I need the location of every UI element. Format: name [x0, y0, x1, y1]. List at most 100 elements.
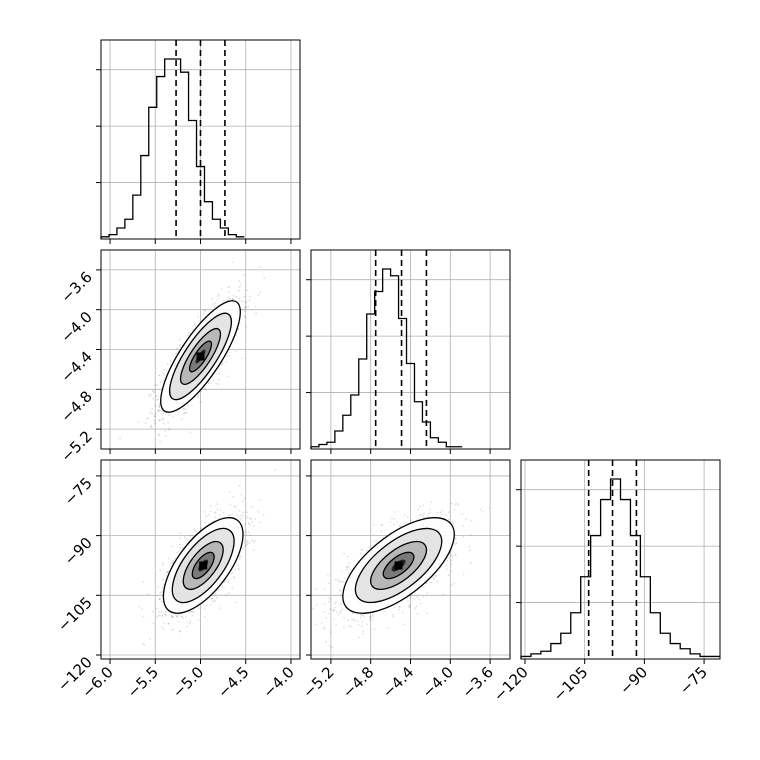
scatter-point — [238, 558, 241, 560]
scatter-point — [162, 418, 165, 421]
x-tick-label: −4.0 — [259, 663, 297, 701]
scatter-point — [209, 504, 212, 507]
scatter-point — [216, 503, 218, 505]
scatter-point — [175, 352, 177, 355]
scatter-point — [198, 607, 200, 609]
scatter-point — [228, 592, 230, 595]
scatter-point — [423, 586, 425, 588]
scatter-point — [159, 440, 161, 443]
scatter-point — [462, 573, 465, 576]
scatter-point — [416, 596, 419, 598]
scatter-point — [243, 541, 246, 544]
scatter-point — [203, 309, 206, 311]
scatter-point — [146, 417, 149, 420]
scatter-point — [372, 619, 374, 621]
scatter-point — [232, 294, 235, 297]
scatter-point — [380, 524, 383, 526]
scatter-point — [161, 615, 163, 617]
scatter-point — [204, 615, 206, 618]
scatter-point — [156, 607, 158, 610]
scatter-point — [187, 404, 190, 407]
scatter-point — [205, 515, 208, 518]
scatter-point — [167, 421, 170, 424]
scatter-point — [417, 508, 419, 511]
scatter-point — [360, 549, 363, 551]
scatter-point — [153, 391, 155, 394]
scatter-point — [434, 575, 437, 578]
scatter-point — [237, 328, 240, 330]
scatter-point — [140, 608, 143, 611]
scatter-point — [156, 399, 158, 401]
scatter-point — [414, 607, 416, 609]
panel-2-1 — [310, 459, 511, 660]
scatter-point — [241, 308, 244, 311]
scatter-point — [189, 534, 192, 537]
scatter-point — [442, 593, 444, 596]
scatter-point — [196, 396, 199, 399]
scatter-point — [338, 589, 341, 592]
scatter-point — [232, 261, 235, 264]
scatter-point — [176, 615, 179, 618]
scatter-point — [315, 623, 318, 626]
scatter-point — [347, 572, 350, 575]
scatter-point — [222, 511, 225, 514]
scatter-point — [252, 549, 255, 551]
scatter-point — [332, 609, 335, 612]
scatter-point — [244, 301, 246, 303]
scatter-point — [415, 605, 418, 608]
scatter-point — [207, 382, 210, 384]
scatter-point — [396, 521, 399, 523]
scatter-point — [171, 545, 174, 548]
scatter-point — [188, 611, 190, 614]
panel-0-0 — [96, 39, 301, 240]
scatter-point — [183, 408, 186, 410]
scatter-point — [238, 568, 240, 571]
scatter-point — [221, 586, 224, 588]
scatter-point — [229, 298, 232, 300]
scatter-point — [159, 381, 162, 384]
scatter-point — [329, 631, 332, 633]
hist-bar — [367, 314, 375, 449]
scatter-point — [221, 288, 224, 290]
scatter-point — [418, 598, 420, 601]
scatter-point — [166, 571, 168, 574]
scatter-point — [205, 604, 208, 607]
scatter-point — [398, 606, 401, 608]
scatter-point — [238, 484, 241, 487]
scatter-point — [429, 511, 431, 514]
hist-bar — [351, 395, 359, 449]
scatter-point — [451, 554, 453, 557]
scatter-point — [142, 615, 145, 618]
scatter-point — [428, 581, 431, 584]
scatter-point — [430, 581, 433, 584]
scatter-point — [339, 611, 342, 614]
scatter-point — [222, 299, 225, 302]
histogram-step-line — [310, 268, 463, 449]
scatter-point — [369, 617, 372, 620]
scatter-point — [169, 360, 172, 362]
scatter-point — [238, 509, 241, 512]
scatter-point — [213, 512, 216, 514]
hist-bar — [189, 120, 197, 239]
scatter-point — [430, 501, 433, 504]
scatter-point — [158, 374, 161, 377]
scatter-point — [240, 494, 243, 496]
scatter-point — [440, 511, 442, 514]
scatter-point — [244, 544, 247, 546]
scatter-point — [214, 516, 217, 518]
scatter-point — [447, 574, 450, 576]
scatter-point — [243, 497, 246, 500]
scatter-point — [191, 614, 194, 617]
scatter-point — [361, 620, 363, 623]
x-tick-label: −75 — [676, 663, 711, 698]
scatter-point — [214, 592, 217, 595]
scatter-point — [344, 577, 347, 580]
scatter-point — [214, 600, 216, 602]
scatter-point — [432, 576, 435, 579]
scatter-point — [150, 424, 153, 427]
scatter-point — [189, 620, 192, 623]
scatter-point — [235, 350, 238, 353]
scatter-point — [160, 610, 163, 613]
density-peak — [199, 561, 208, 570]
histogram-step-line — [100, 58, 245, 239]
